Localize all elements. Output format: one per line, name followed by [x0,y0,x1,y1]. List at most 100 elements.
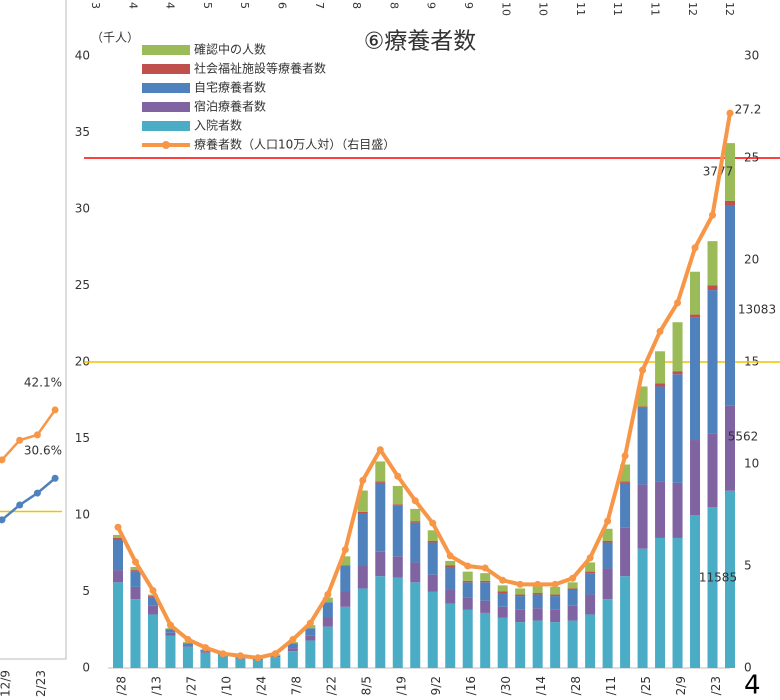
x-tick-label: /30 [499,676,513,695]
bar-segment [497,591,508,594]
line-point [674,299,682,307]
line-point [114,523,122,531]
line-point [219,650,227,658]
bar-segment [567,620,578,668]
bar-segment [515,609,526,623]
bar-segment [725,490,735,668]
bar-segment [672,537,683,668]
bar-segment [375,461,386,482]
bar-segment [113,582,123,668]
line-point [289,635,297,643]
line-point [656,327,664,335]
header-fragment: 9 [462,2,475,9]
bar-segment [445,589,456,604]
line-point [534,580,542,588]
bar-segment [357,565,368,589]
x-tick-label: /28 [569,676,583,695]
y2-tick-label: 0 [744,661,752,675]
bar-segment [567,589,578,606]
bar-segment [480,600,491,613]
bar-segment [147,605,158,615]
bar-segment [357,588,368,668]
bar-segment [410,562,421,583]
bar-segment [305,628,316,636]
bar-segment [550,596,561,610]
x-tick-label: /16 [464,676,478,695]
bar-segment [532,593,543,595]
header-fragment: 8 [387,2,400,9]
y-tick-label: 35 [75,125,90,139]
x-tick-label: /23 [709,676,723,695]
bar-segment [322,617,333,627]
bar-segment [462,582,473,598]
bar-segment [620,527,631,577]
bar-segment [410,522,421,563]
bar-segment [200,652,211,668]
bar-segment [497,617,508,668]
data-label: 27.2 [735,103,762,117]
line-point [51,474,59,482]
bar-segment [672,322,683,372]
x-tick-label: /28 [115,676,129,695]
bar-segment [375,482,386,552]
left-chart-frame [0,0,67,660]
line-point [621,452,629,460]
bar-segment [480,582,491,601]
y2-tick-label: 20 [744,253,759,267]
bar-segment [427,541,438,543]
bar-segment [567,582,578,589]
x-tick-label: /22 [324,676,338,695]
line-point [16,436,24,444]
bar-segment [550,622,561,668]
bar-segment [707,285,718,291]
line-series [1,477,56,521]
bar-segment [322,602,333,618]
page-number: 4 [744,671,761,700]
bar-segment [427,574,438,592]
data-label: 42.1% [24,375,62,389]
legend-swatch [142,102,190,112]
bar-segment [287,651,298,668]
line-point [499,576,507,584]
line-point [271,650,279,658]
line-point [464,562,472,570]
legend-swatch [142,45,190,55]
bar-segment [497,593,508,607]
bar-segment [655,537,666,668]
bar-segment [550,586,561,595]
bar-segment [305,640,316,668]
bar-segment [637,407,648,485]
header-fragment: 11 [574,2,587,16]
x-tick-label: /27 [184,676,198,695]
legend-swatch [142,121,190,131]
bar-segment [620,481,631,483]
data-label: 5562 [728,430,759,444]
bar-segment [165,635,176,668]
bar-segment [515,622,526,668]
bar-segment [532,594,543,609]
line-point [184,635,192,643]
y-tick-label: 30 [75,202,90,216]
line-point [131,558,139,566]
header-fragment: 9 [425,2,438,9]
bar-segment [655,386,666,482]
line-point [33,431,41,439]
bar-segment [637,386,648,407]
bar-segment [200,651,211,653]
bar-segment [392,485,403,505]
x-tick-label: 2/9 [674,676,688,695]
legend-label: 社会福祉施設等療養者数 [194,61,326,76]
bar-segment [602,542,613,569]
bar-segment [515,588,526,595]
line-point [586,554,594,562]
bar-segment [462,609,473,668]
bar-segment [725,205,735,406]
line-point [201,644,209,652]
bar-segment [637,548,648,668]
chart-title: ⑥療養者数 [364,29,477,55]
line-point [604,517,612,525]
bar-segment [480,612,491,668]
bar-segment [620,576,631,668]
bar-segment [392,556,403,578]
bar-segment [165,628,176,630]
